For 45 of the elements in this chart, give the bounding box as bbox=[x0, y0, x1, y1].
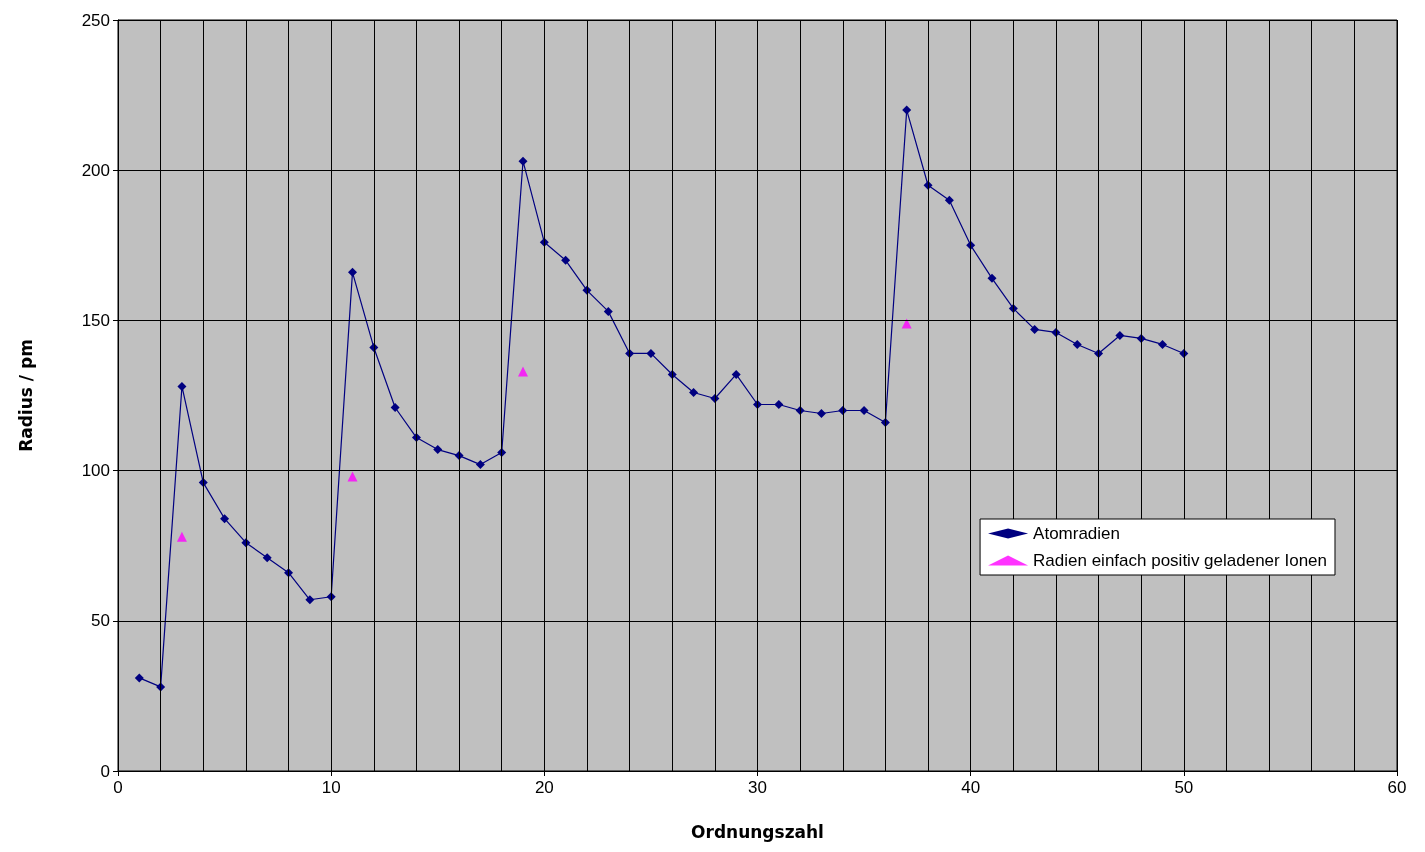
point bbox=[433, 445, 443, 455]
point bbox=[475, 460, 485, 470]
y-tick-label: 50 bbox=[91, 611, 110, 631]
point bbox=[859, 406, 869, 416]
y-tick-label: 150 bbox=[81, 310, 110, 330]
point bbox=[902, 105, 912, 115]
legend-label: Atomradien bbox=[1033, 524, 1121, 543]
point bbox=[561, 255, 571, 265]
x-tick-label: 30 bbox=[748, 778, 767, 797]
x-tick-label: 20 bbox=[534, 778, 554, 797]
point bbox=[518, 156, 528, 166]
x-tick-label: 50 bbox=[1174, 778, 1194, 797]
y-axis-title: Radius / pm bbox=[15, 339, 36, 452]
x-tick-label: 0 bbox=[113, 778, 123, 797]
point bbox=[176, 531, 187, 542]
point bbox=[347, 471, 358, 482]
point bbox=[305, 595, 315, 605]
point bbox=[774, 400, 784, 410]
y-tick-label: 250 bbox=[81, 10, 110, 30]
point bbox=[518, 366, 529, 377]
point bbox=[262, 553, 272, 563]
x-tick-label: 40 bbox=[961, 778, 981, 797]
point bbox=[1072, 339, 1082, 349]
point bbox=[646, 348, 656, 358]
point bbox=[603, 306, 613, 316]
legend-label: Radien einfach positiv geladener Ionen bbox=[1033, 551, 1328, 570]
x-tick-label: 10 bbox=[321, 778, 341, 797]
point bbox=[689, 388, 699, 397]
point bbox=[1158, 339, 1168, 349]
x-axis-title: Ordnungszahl bbox=[691, 821, 824, 842]
point bbox=[134, 673, 144, 683]
point bbox=[390, 403, 400, 413]
x-tick-label: 60 bbox=[1387, 778, 1407, 797]
point bbox=[944, 195, 954, 205]
point bbox=[816, 409, 826, 419]
point bbox=[1030, 324, 1040, 334]
y-tick-label: 0 bbox=[100, 761, 110, 781]
point bbox=[1115, 330, 1125, 340]
y-tick-label: 100 bbox=[81, 461, 110, 481]
point bbox=[177, 381, 187, 391]
point bbox=[220, 514, 230, 524]
point bbox=[987, 273, 997, 283]
point bbox=[731, 369, 741, 379]
y-tick-label: 200 bbox=[81, 160, 110, 180]
point bbox=[347, 267, 357, 277]
